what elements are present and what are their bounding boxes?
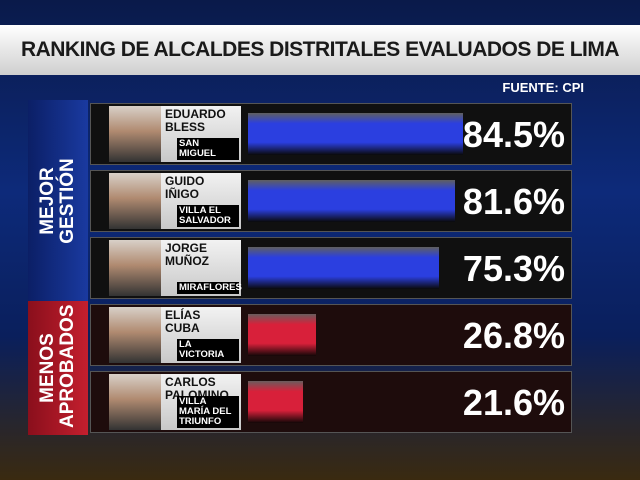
row: GUIDO IÑIGO VILLA EL SALVADOR 81.6%	[90, 170, 572, 232]
row: JORGE MUÑOZ MIRAFLORES 75.3%	[90, 237, 572, 299]
district: VILLA EL SALVADOR	[177, 205, 239, 227]
bar	[248, 180, 456, 222]
candidate-name: GUIDO IÑIGO	[165, 174, 205, 201]
photo	[109, 106, 161, 162]
district: LA VICTORIA	[177, 339, 239, 361]
group-label-box: MENOS APROBADOS	[28, 301, 88, 435]
group-label: MEJOR GESTIÓN	[37, 157, 78, 244]
title: RANKING DE ALCALDES DISTRITALES EVALUADO…	[0, 25, 640, 75]
candidate-name: ELÍAS CUBA	[165, 308, 201, 335]
bar	[248, 113, 463, 155]
row: EDUARDO BLESS SAN MIGUEL 84.5%	[90, 103, 572, 165]
district: VILLA MARÍA DEL TRIUNFO	[177, 396, 239, 428]
bar	[248, 247, 440, 289]
value-label: 75.3%	[462, 248, 565, 289]
value-label: 21.6%	[462, 382, 565, 423]
value-label: 81.6%	[462, 181, 565, 222]
photo	[109, 240, 161, 296]
name-panel: JORGE MUÑOZ MIRAFLORES	[161, 240, 242, 296]
bar	[248, 381, 303, 423]
row: CARLOS PALOMINO VILLA MARÍA DEL TRIUNFO 21…	[90, 371, 572, 433]
row: ELÍAS CUBA LA VICTORIA 26.8%	[90, 304, 572, 366]
district: MIRAFLORES	[177, 282, 242, 294]
photo	[109, 374, 161, 430]
bar	[248, 314, 317, 356]
name-panel: EDUARDO BLESS SAN MIGUEL	[161, 106, 241, 162]
group-label-box: MEJOR GESTIÓN	[28, 100, 88, 301]
value-label: 26.8%	[462, 315, 565, 356]
source: FUENTE: CPI	[502, 80, 584, 95]
candidate-name: EDUARDO BLESS	[165, 107, 226, 134]
group-label: MENOS APROBADOS	[37, 304, 78, 428]
district: SAN MIGUEL	[177, 138, 239, 160]
value-label: 84.5%	[462, 114, 565, 155]
photo	[109, 173, 161, 229]
photo	[109, 307, 161, 363]
name-panel: CARLOS PALOMINO VILLA MARÍA DEL TRIUNFO	[161, 374, 241, 430]
name-panel: ELÍAS CUBA LA VICTORIA	[161, 307, 241, 363]
candidate-name: JORGE MUÑOZ	[165, 241, 209, 268]
name-panel: GUIDO IÑIGO VILLA EL SALVADOR	[161, 173, 241, 229]
